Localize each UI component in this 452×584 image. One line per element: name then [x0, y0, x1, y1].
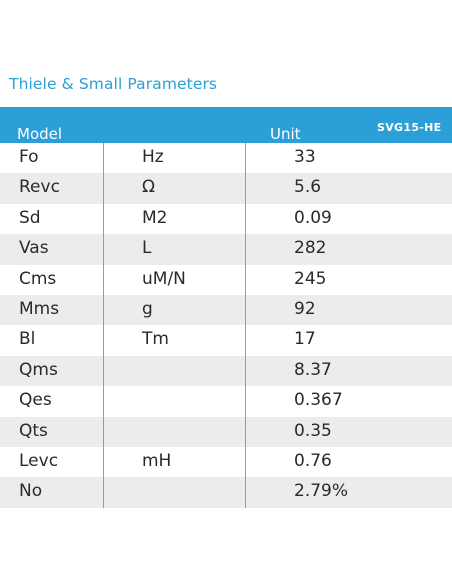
parameter-unit: L: [142, 238, 152, 259]
parameter-value: 33: [294, 147, 316, 167]
table-row: Mms g 92: [0, 294, 452, 326]
parameter-value: 92: [294, 298, 316, 319]
parameter-name: Vas: [19, 238, 49, 259]
table-row: Fo Hz 33: [0, 143, 452, 173]
section-title: Thiele & Small Parameters: [9, 75, 218, 93]
parameter-value: 0.35: [294, 420, 332, 441]
parameter-name: Sd: [19, 207, 41, 228]
table-row: Sd M2 0.09: [0, 204, 452, 234]
parameter-name: Levc: [19, 450, 59, 471]
parameter-unit: mH: [142, 450, 172, 471]
parameter-unit: uM/N: [142, 268, 186, 289]
parameter-value: 0.367: [294, 390, 343, 411]
parameter-unit: M2: [142, 207, 168, 228]
parameter-unit: g: [142, 298, 153, 319]
parameter-unit: Hz: [142, 147, 164, 167]
parameter-value: 0.76: [294, 450, 332, 471]
model-name: SVG15-HE: [377, 121, 442, 134]
parameter-value: 0.09: [294, 207, 332, 228]
parameter-name: Qes: [19, 390, 52, 411]
parameter-name: Qms: [19, 359, 58, 380]
parameter-value: 2.79%: [294, 481, 349, 502]
table-row: Bl Tm 17: [0, 325, 452, 355]
parameter-value: 245: [294, 268, 327, 289]
parameter-name: Fo: [19, 147, 39, 167]
table-row: Levc mH 0.76: [0, 447, 452, 477]
parameter-value: 17: [294, 329, 316, 350]
table-row: Cms uM/N 245: [0, 265, 452, 295]
column-divider: [245, 143, 246, 508]
parameter-name: Revc: [19, 177, 60, 198]
table-row: Qts 0.35: [0, 416, 452, 447]
table-row: Qes 0.367: [0, 386, 452, 416]
parameter-name: No: [19, 481, 43, 502]
parameter-name: Qts: [19, 420, 48, 441]
parameter-name: Mms: [19, 298, 60, 319]
column-divider: [103, 143, 104, 508]
parameters-table: Fo Hz 33 Revc Ω 5.6 Sd M2 0.09 Vas L 282…: [0, 143, 452, 508]
table-row: Qms 8.37: [0, 355, 452, 387]
column-header-model: Model: [17, 125, 63, 143]
table-row: No 2.79%: [0, 477, 452, 508]
parameter-unit: Ω: [142, 177, 155, 198]
parameter-value: 282: [294, 238, 327, 259]
parameter-name: Bl: [19, 329, 36, 350]
parameter-value: 8.37: [294, 359, 332, 380]
column-header-unit: Unit: [270, 125, 301, 143]
table-row: Vas L 282: [0, 234, 452, 265]
table-row: Revc Ω 5.6: [0, 173, 452, 204]
parameter-unit: Tm: [142, 329, 169, 350]
table-header: [0, 107, 452, 143]
parameter-value: 5.6: [294, 177, 322, 198]
parameter-name: Cms: [19, 268, 57, 289]
